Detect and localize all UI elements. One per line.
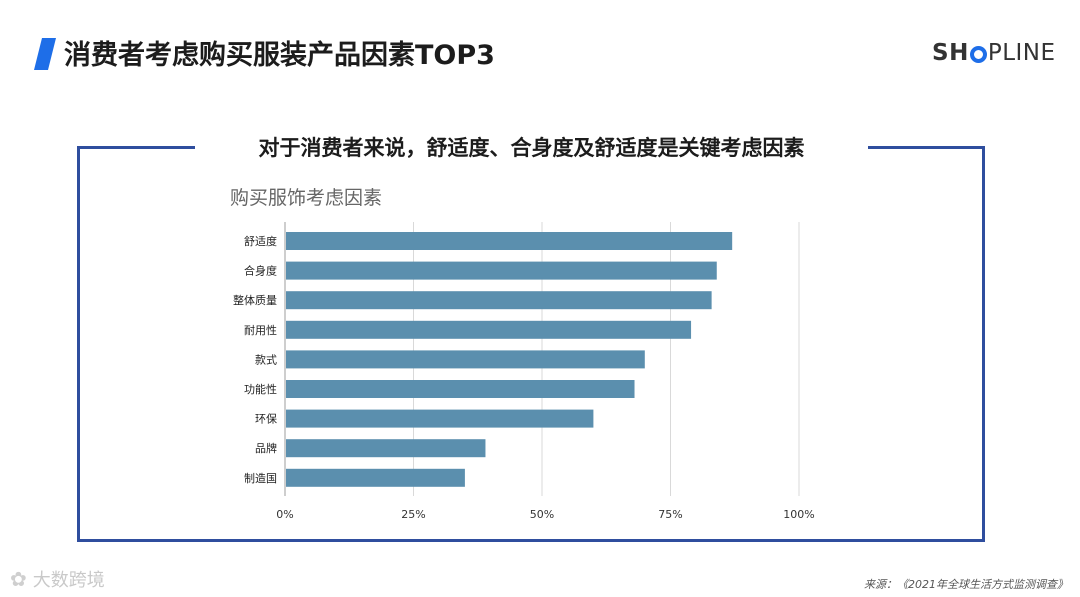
chart-panel	[77, 146, 985, 542]
x-tick-label: 25%	[401, 508, 425, 521]
y-category-label: 功能性	[244, 382, 277, 396]
panel-top-border-left	[77, 146, 195, 149]
bar	[286, 232, 733, 250]
y-category-label: 整体质量	[233, 293, 277, 307]
x-tick-label: 50%	[530, 508, 554, 521]
bar	[286, 468, 465, 487]
bar	[286, 439, 486, 458]
bar	[286, 350, 645, 369]
y-category-label: 制造国	[244, 471, 277, 485]
y-category-label: 款式	[255, 352, 277, 366]
brand-text-suffix: PLINE	[987, 40, 1056, 66]
bar	[286, 320, 692, 339]
y-category-label: 舒适度	[244, 234, 277, 248]
source-note: 来源：《2021年全球生活方式监测调查》	[864, 578, 1068, 591]
panel-subtitle: 对于消费者来说，舒适度、合身度及舒适度是关键考虑因素	[258, 136, 805, 160]
x-tick-label: 75%	[658, 508, 682, 521]
x-tick-label: 100%	[783, 508, 814, 521]
y-category-label: 合身度	[244, 264, 277, 278]
y-category-label: 耐用性	[244, 323, 277, 337]
watermark-icon: ✿	[10, 567, 27, 591]
bar	[286, 380, 635, 398]
x-tick-label: 0%	[276, 508, 293, 521]
panel-top-border-right	[868, 146, 985, 149]
brand-text-prefix: SH	[932, 40, 969, 66]
chart-title: 购买服饰考虑因素	[230, 187, 383, 209]
bar	[286, 291, 712, 310]
watermark-logo: ✿ 大数跨境	[10, 566, 105, 592]
watermark-text: 大数跨境	[32, 570, 105, 591]
brand-o-icon	[969, 45, 987, 63]
bar	[286, 409, 594, 428]
brand-logo: SH PLINE	[932, 40, 1056, 66]
y-category-label: 品牌	[255, 441, 277, 455]
y-category-label: 环保	[255, 412, 277, 426]
page-title: 消费者考虑购买服装产品因素TOP3	[64, 40, 495, 71]
bar	[286, 261, 717, 280]
